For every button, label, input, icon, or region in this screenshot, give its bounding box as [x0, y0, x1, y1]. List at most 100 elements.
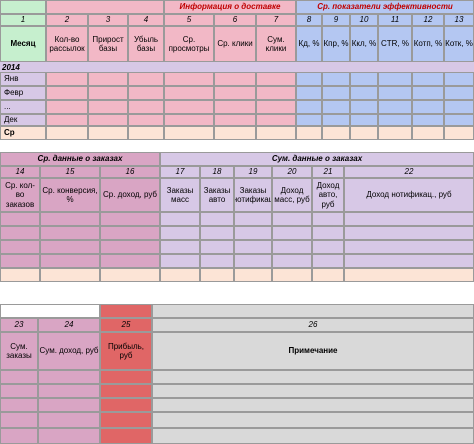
- data-cell[interactable]: [152, 412, 474, 428]
- data-cell[interactable]: [256, 126, 296, 140]
- data-cell[interactable]: [214, 126, 256, 140]
- data-cell[interactable]: [412, 100, 444, 114]
- data-cell[interactable]: [128, 100, 164, 114]
- data-cell[interactable]: [100, 212, 160, 226]
- data-cell[interactable]: [412, 72, 444, 86]
- data-cell[interactable]: [40, 212, 100, 226]
- data-cell[interactable]: [100, 254, 160, 268]
- data-cell[interactable]: [350, 72, 378, 86]
- data-cell[interactable]: [38, 384, 100, 398]
- data-cell[interactable]: [152, 384, 474, 398]
- data-cell[interactable]: [40, 268, 100, 282]
- data-cell[interactable]: [152, 428, 474, 444]
- data-cell[interactable]: [214, 114, 256, 126]
- data-cell[interactable]: [160, 254, 200, 268]
- data-cell[interactable]: [444, 100, 474, 114]
- data-cell[interactable]: [200, 226, 234, 240]
- data-cell[interactable]: [128, 114, 164, 126]
- data-cell[interactable]: [344, 212, 474, 226]
- data-cell[interactable]: [272, 268, 312, 282]
- data-cell[interactable]: [322, 72, 350, 86]
- data-cell[interactable]: [312, 268, 344, 282]
- data-cell[interactable]: [444, 126, 474, 140]
- data-cell[interactable]: [312, 212, 344, 226]
- data-cell[interactable]: [350, 100, 378, 114]
- data-cell[interactable]: [128, 86, 164, 100]
- data-cell[interactable]: [88, 72, 128, 86]
- data-cell[interactable]: [164, 126, 214, 140]
- data-cell[interactable]: [350, 114, 378, 126]
- data-cell[interactable]: [234, 268, 272, 282]
- data-cell[interactable]: [200, 212, 234, 226]
- data-cell[interactable]: [0, 240, 40, 254]
- data-cell[interactable]: [0, 412, 38, 428]
- data-cell[interactable]: [160, 212, 200, 226]
- data-cell[interactable]: [296, 86, 322, 100]
- data-cell[interactable]: [160, 226, 200, 240]
- data-cell[interactable]: [88, 86, 128, 100]
- data-cell[interactable]: [412, 114, 444, 126]
- data-cell[interactable]: [40, 240, 100, 254]
- data-cell[interactable]: [256, 72, 296, 86]
- data-cell[interactable]: [200, 240, 234, 254]
- data-cell[interactable]: [164, 100, 214, 114]
- data-cell[interactable]: [164, 114, 214, 126]
- data-cell[interactable]: [100, 412, 152, 428]
- data-cell[interactable]: [412, 126, 444, 140]
- data-cell[interactable]: [0, 384, 38, 398]
- data-cell[interactable]: [38, 428, 100, 444]
- data-cell[interactable]: [344, 268, 474, 282]
- data-cell[interactable]: [378, 100, 412, 114]
- data-cell[interactable]: [378, 72, 412, 86]
- data-cell[interactable]: [0, 398, 38, 412]
- data-cell[interactable]: [378, 126, 412, 140]
- data-cell[interactable]: [350, 126, 378, 140]
- data-cell[interactable]: [88, 114, 128, 126]
- data-cell[interactable]: [256, 114, 296, 126]
- data-cell[interactable]: [200, 254, 234, 268]
- data-cell[interactable]: [38, 412, 100, 428]
- data-cell[interactable]: [88, 100, 128, 114]
- data-cell[interactable]: [296, 100, 322, 114]
- data-cell[interactable]: [160, 240, 200, 254]
- data-cell[interactable]: [378, 86, 412, 100]
- data-cell[interactable]: [100, 398, 152, 412]
- data-cell[interactable]: [312, 254, 344, 268]
- data-cell[interactable]: [444, 114, 474, 126]
- data-cell[interactable]: [40, 254, 100, 268]
- data-cell[interactable]: [234, 254, 272, 268]
- data-cell[interactable]: [0, 428, 38, 444]
- data-cell[interactable]: [272, 212, 312, 226]
- data-cell[interactable]: [100, 384, 152, 398]
- data-cell[interactable]: [234, 240, 272, 254]
- data-cell[interactable]: [296, 126, 322, 140]
- data-cell[interactable]: [46, 100, 88, 114]
- data-cell[interactable]: [322, 100, 350, 114]
- data-cell[interactable]: [152, 370, 474, 384]
- data-cell[interactable]: [46, 126, 88, 140]
- data-cell[interactable]: [256, 86, 296, 100]
- data-cell[interactable]: [256, 100, 296, 114]
- data-cell[interactable]: [46, 114, 88, 126]
- data-cell[interactable]: [46, 86, 88, 100]
- data-cell[interactable]: [88, 126, 128, 140]
- data-cell[interactable]: [128, 126, 164, 140]
- data-cell[interactable]: [444, 86, 474, 100]
- data-cell[interactable]: [322, 86, 350, 100]
- data-cell[interactable]: [160, 268, 200, 282]
- data-cell[interactable]: [322, 126, 350, 140]
- data-cell[interactable]: [100, 370, 152, 384]
- data-cell[interactable]: [100, 428, 152, 444]
- data-cell[interactable]: [38, 370, 100, 384]
- data-cell[interactable]: [312, 226, 344, 240]
- data-cell[interactable]: [40, 226, 100, 240]
- data-cell[interactable]: [272, 254, 312, 268]
- data-cell[interactable]: [412, 86, 444, 100]
- data-cell[interactable]: [0, 370, 38, 384]
- data-cell[interactable]: [272, 240, 312, 254]
- data-cell[interactable]: [214, 86, 256, 100]
- data-cell[interactable]: [38, 398, 100, 412]
- data-cell[interactable]: [0, 268, 40, 282]
- data-cell[interactable]: [0, 226, 40, 240]
- data-cell[interactable]: [100, 268, 160, 282]
